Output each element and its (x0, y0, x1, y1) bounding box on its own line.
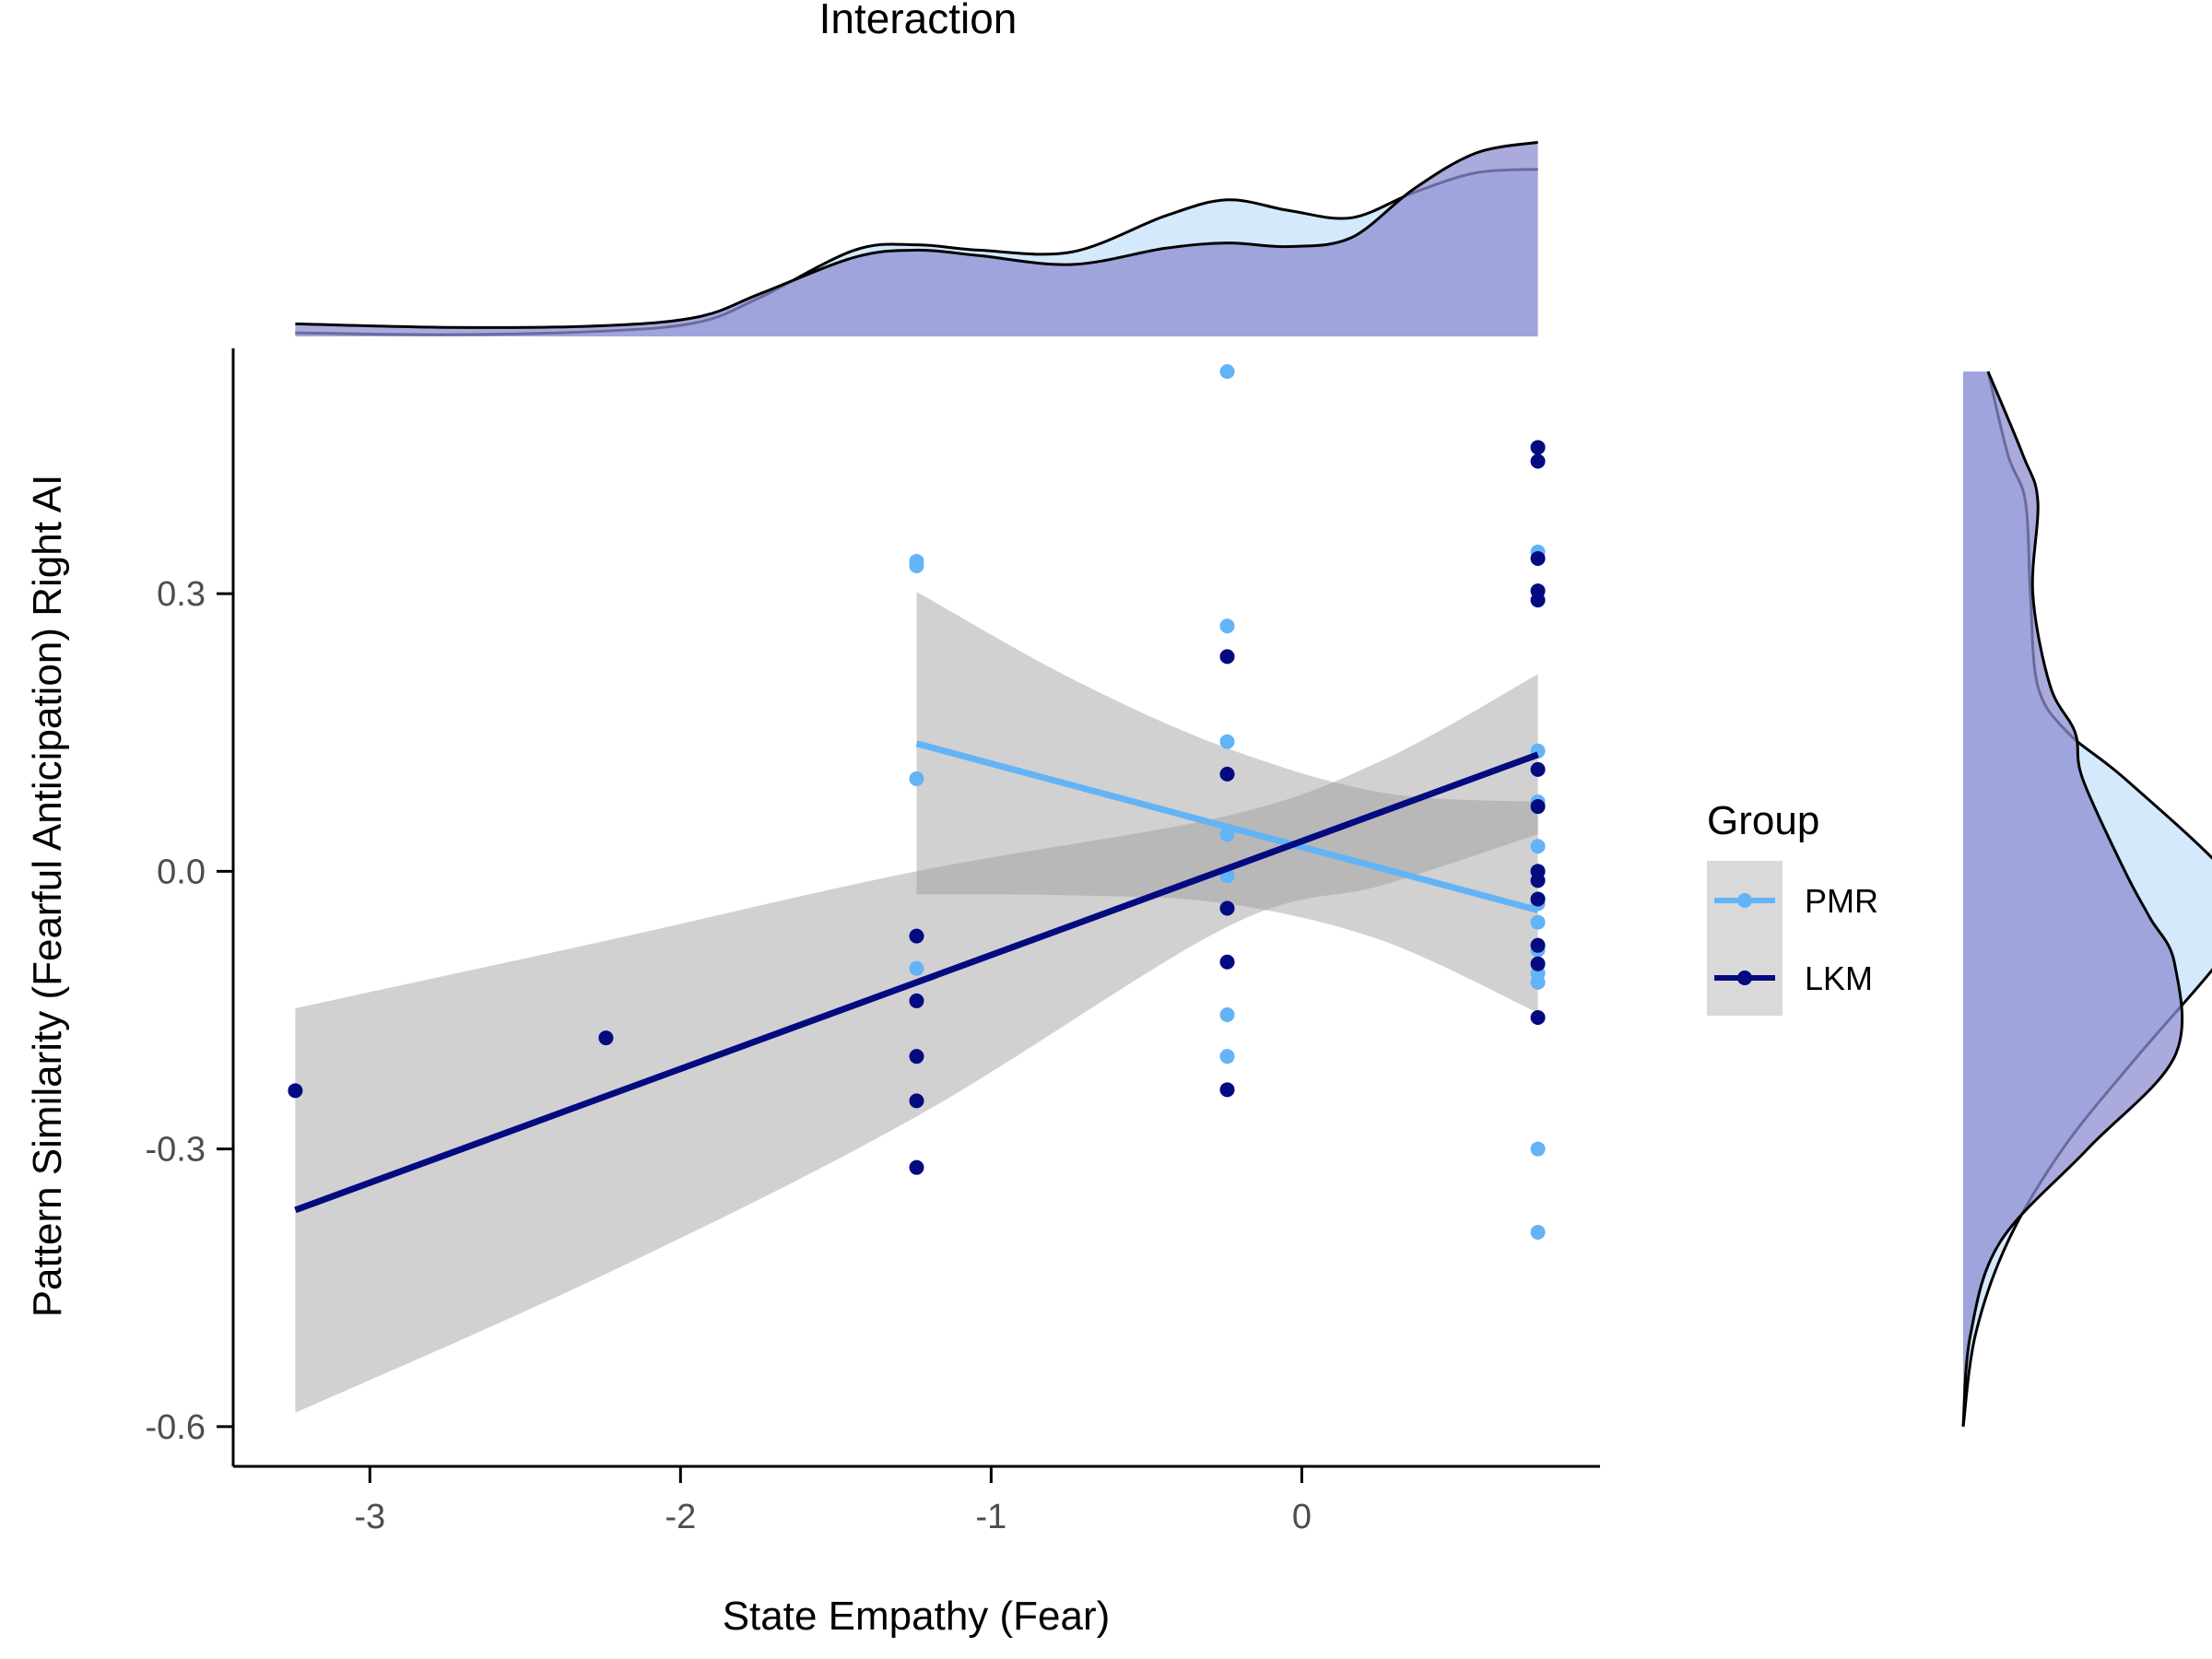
legend: Group PMR LKM (1707, 798, 1878, 1016)
x-ticks: -3 -2 -1 0 (354, 1466, 1312, 1536)
point-lkm (1219, 900, 1235, 916)
legend-point-lkm (1737, 971, 1752, 985)
legend-label-lkm: LKM (1805, 959, 1873, 997)
point-lkm (1530, 956, 1546, 971)
regression-lines (294, 740, 1539, 1214)
x-axis-title: State Empathy (Fear) (723, 1594, 1111, 1639)
point-lkm (1219, 954, 1235, 970)
point-pmr (1530, 914, 1546, 930)
point-lkm (1219, 766, 1235, 782)
y-ticks: -0.6 -0.3 0.0 0.3 (146, 575, 233, 1447)
y-axis-title: Pattern Similarity (Fearful Anticipation… (25, 475, 70, 1318)
fit-line-lkm (294, 751, 1539, 1214)
point-lkm (598, 1030, 614, 1046)
ci-band-lkm (295, 674, 1538, 1413)
point-lkm (1530, 873, 1546, 888)
point-pmr (1219, 364, 1235, 380)
point-pmr (1219, 618, 1235, 634)
point-pmr (1530, 974, 1546, 990)
point-lkm (1530, 891, 1546, 907)
y-tick-label: -0.6 (146, 1408, 206, 1447)
point-lkm (909, 993, 924, 1008)
y-tick-label: 0.0 (157, 853, 206, 891)
y-tick-label: 0.3 (157, 575, 206, 614)
point-pmr (1219, 734, 1235, 749)
x-tick-label: -2 (665, 1498, 696, 1536)
point-pmr (909, 960, 924, 976)
x-tick-label: -1 (975, 1498, 1006, 1536)
ci-band-pmr (916, 592, 1538, 1013)
point-lkm (1530, 440, 1546, 455)
legend-point-pmr (1737, 893, 1752, 908)
legend-key-background (1707, 861, 1783, 1016)
point-lkm (1219, 649, 1235, 665)
point-lkm (909, 928, 924, 944)
point-lkm (1219, 1082, 1235, 1098)
point-lkm (1530, 1009, 1546, 1025)
point-pmr (1530, 1224, 1546, 1240)
legend-title: Group (1707, 798, 1819, 843)
point-lkm (1530, 550, 1546, 566)
point-pmr (1219, 1049, 1235, 1065)
fit-line-pmr (915, 740, 1539, 913)
legend-label-pmr: PMR (1805, 882, 1878, 920)
x-marginal-density (295, 140, 1538, 336)
y-marginal-density (1961, 371, 2212, 1428)
chart-title: Interaction (819, 0, 1018, 42)
point-lkm (1530, 761, 1546, 777)
point-lkm (1530, 593, 1546, 608)
point-pmr (1530, 839, 1546, 854)
point-pmr (909, 558, 924, 573)
axes (231, 348, 1600, 1468)
point-pmr (1219, 1006, 1235, 1022)
x-density-area-lkm (295, 142, 1538, 336)
x-tick-label: 0 (1292, 1498, 1312, 1536)
point-lkm (909, 1093, 924, 1109)
point-lkm (1530, 937, 1546, 953)
y-density-line-lkm (1961, 371, 2184, 1427)
y-tick-label: -0.3 (146, 1131, 206, 1170)
point-lkm (909, 1049, 924, 1065)
point-lkm (1530, 453, 1546, 469)
point-lkm (1530, 799, 1546, 815)
point-pmr (1530, 1141, 1546, 1157)
x-density-line-lkm (295, 140, 1538, 329)
point-lkm (909, 1159, 924, 1175)
x-tick-label: -3 (354, 1498, 385, 1536)
point-lkm (288, 1083, 303, 1099)
point-pmr (909, 771, 924, 786)
confidence-bands (295, 592, 1538, 1413)
y-density-area-lkm (1963, 371, 2183, 1427)
